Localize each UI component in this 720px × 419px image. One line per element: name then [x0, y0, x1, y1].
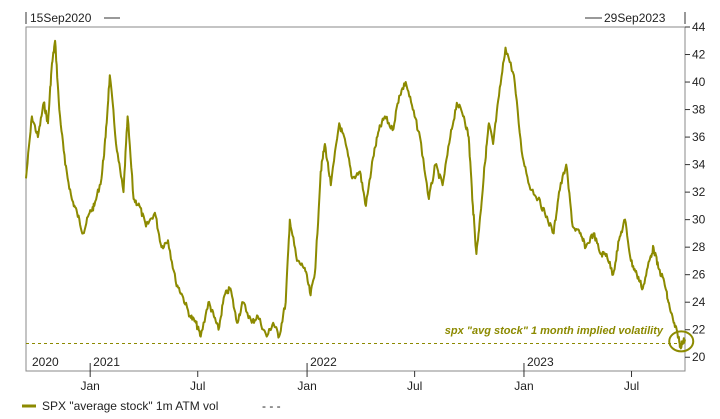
plot-area [25, 26, 686, 372]
x-tick-label: Jul [624, 379, 639, 393]
y-tick-label: 26 [692, 268, 706, 282]
y-tick-label: 40 [692, 75, 706, 89]
y-tick-label: 34 [692, 158, 706, 172]
year-labels: 2020 2021 2022 2023 [32, 355, 554, 371]
year-label: 2021 [93, 355, 120, 369]
x-tick-label: Jan [80, 379, 99, 393]
y-tick-label: 32 [692, 185, 706, 199]
series-group [25, 39, 686, 350]
legend-label: SPX "average stock" 1m ATM vol [42, 399, 218, 413]
y-tick-label: 42 [692, 48, 706, 62]
year-label: 2022 [310, 355, 337, 369]
x-tick-label: Jan [297, 379, 316, 393]
annotation-text: spx "avg stock" 1 month implied volatili… [445, 325, 664, 337]
end-date-label: 29Sep2023 [604, 11, 666, 25]
legend-dashes: - - - [262, 399, 281, 413]
y-tick-label: 20 [692, 350, 706, 364]
y-tick-label: 24 [692, 295, 706, 309]
y-tick-label: 36 [692, 130, 706, 144]
series-line [25, 39, 686, 350]
chart-header: 15Sep2020 29Sep2023 [25, 11, 686, 25]
y-tick-label: 28 [692, 240, 706, 254]
y-axis: 20 22 24 26 28 30 32 34 36 38 40 42 44 [685, 20, 706, 364]
x-tick-label: Jul [190, 379, 205, 393]
y-tick-label: 38 [692, 103, 706, 117]
y-tick-label: 22 [692, 323, 706, 337]
start-date-label: 15Sep2020 [30, 11, 92, 25]
year-label: 2020 [32, 355, 59, 369]
x-tick-label: Jan [514, 379, 533, 393]
y-tick-label: 30 [692, 213, 706, 227]
legend: SPX "average stock" 1m ATM vol - - - [22, 399, 281, 413]
y-tick-label: 44 [692, 20, 706, 34]
year-label: 2023 [527, 355, 554, 369]
x-tick-label: Jul [407, 379, 422, 393]
x-axis: Jan Jul Jan Jul Jan Jul [80, 371, 639, 393]
highlight-circle [668, 330, 695, 353]
